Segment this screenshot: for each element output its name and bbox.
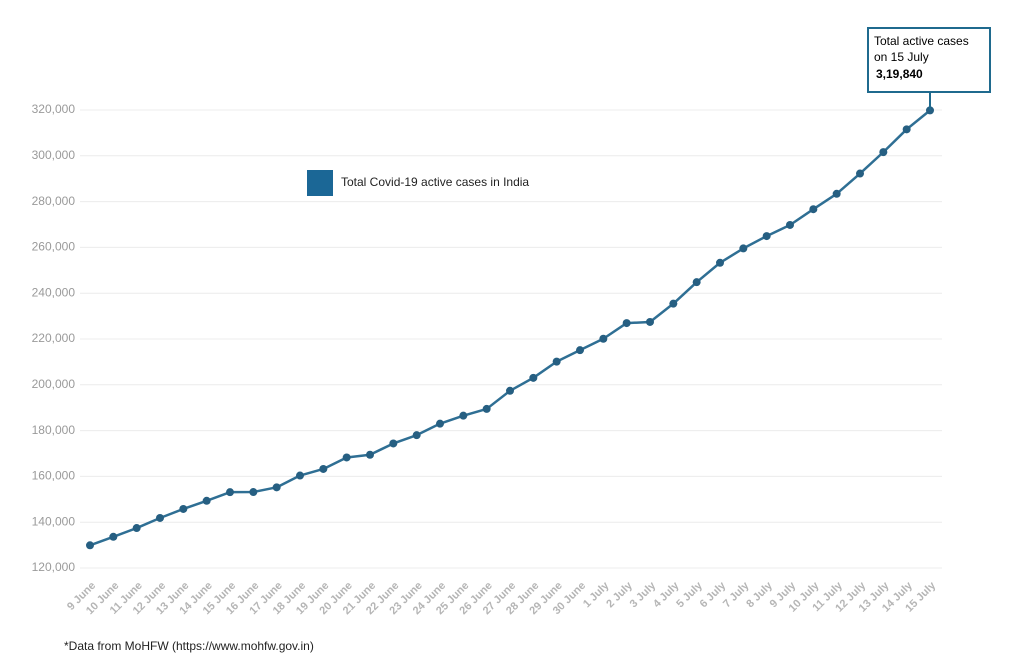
data-point — [599, 334, 608, 343]
data-point — [226, 488, 234, 497]
y-tick-label: 160,000 — [32, 469, 76, 483]
y-tick-label: 220,000 — [32, 331, 76, 345]
data-point — [716, 258, 724, 267]
data-point — [132, 524, 141, 533]
data-point — [902, 125, 911, 134]
y-tick-label: 280,000 — [32, 194, 76, 208]
data-point — [436, 419, 444, 428]
y-tick-label: 240,000 — [32, 285, 76, 299]
annotation-line: Total active cases — [874, 34, 969, 48]
y-tick-label: 120,000 — [32, 560, 76, 574]
data-point — [459, 411, 468, 420]
data-point — [319, 464, 328, 473]
data-point — [109, 532, 118, 541]
data-point — [249, 488, 258, 497]
value-label: 3,19,840 — [876, 67, 923, 81]
data-point — [482, 404, 491, 413]
y-tick-label: 200,000 — [32, 377, 76, 391]
data-point — [506, 386, 514, 395]
data-point — [576, 346, 584, 355]
data-point — [856, 169, 864, 178]
data-point — [296, 471, 304, 480]
data-point — [156, 513, 164, 522]
data-point — [646, 317, 654, 326]
y-tick-label: 260,000 — [32, 240, 76, 254]
y-tick-label: 180,000 — [32, 423, 76, 437]
data-point — [389, 439, 398, 448]
y-tick-label: 140,000 — [32, 514, 76, 528]
data-point — [529, 373, 538, 382]
data-point — [86, 541, 94, 550]
legend-label: Total Covid-19 active cases in India — [341, 175, 529, 189]
data-point — [692, 278, 701, 287]
data-point — [202, 496, 211, 505]
annotation-line: on 15 July — [874, 50, 929, 64]
footnote: *Data from MoHFW (https://www.mohfw.gov.… — [64, 639, 314, 653]
data-point — [762, 232, 771, 241]
y-tick-label: 320,000 — [32, 102, 76, 116]
data-point — [809, 205, 818, 214]
data-point — [879, 148, 888, 157]
annotation-box — [867, 27, 991, 93]
data-point — [786, 220, 794, 229]
data-point — [669, 299, 678, 308]
data-point — [272, 483, 281, 492]
data-point — [412, 431, 421, 440]
data-point — [342, 453, 351, 462]
data-point — [179, 504, 188, 513]
legend-swatch — [307, 170, 333, 196]
data-point — [552, 357, 561, 366]
data-point — [622, 319, 631, 328]
data-point — [366, 450, 374, 459]
y-tick-label: 300,000 — [32, 148, 76, 162]
data-point — [832, 189, 841, 198]
data-point — [739, 244, 748, 253]
